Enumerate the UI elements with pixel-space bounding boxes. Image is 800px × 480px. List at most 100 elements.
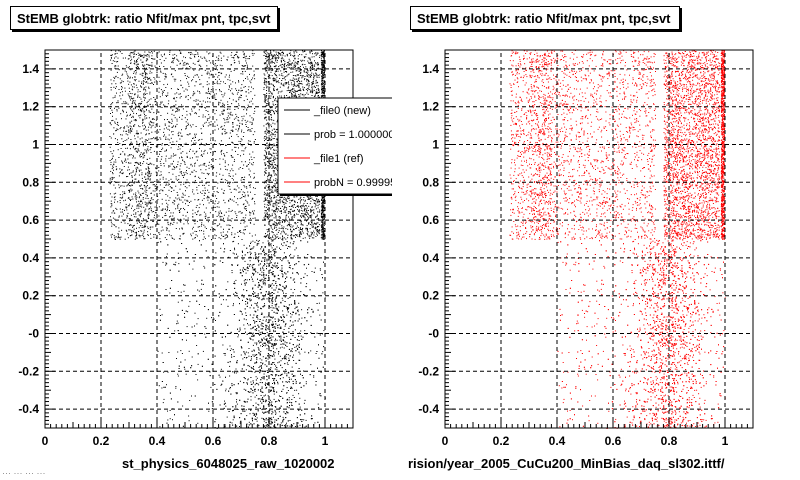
scatter-point: [178, 89, 179, 90]
scatter-point: [309, 196, 311, 198]
scatter-point: [194, 55, 195, 57]
scatter-point: [155, 225, 157, 227]
scatter-point: [280, 233, 282, 235]
scatter-point: [149, 72, 151, 74]
scatter-point: [140, 54, 142, 56]
scatter-point: [245, 121, 247, 123]
scatter-point: [114, 53, 116, 55]
scatter-point: [154, 81, 156, 83]
scatter-point: [144, 209, 146, 211]
scatter-point: [291, 200, 293, 202]
scatter-point: [115, 75, 117, 77]
scatter-point: [286, 54, 288, 56]
scatter-point: [139, 196, 140, 198]
scatter-point: [227, 118, 229, 120]
scatter-point: [271, 209, 273, 211]
scatter-point: [298, 83, 300, 85]
scatter-point: [202, 155, 203, 157]
scatter-point: [267, 103, 269, 104]
scatter-point: [309, 216, 311, 218]
scatter-point: [284, 220, 285, 222]
scatter-point: [177, 133, 179, 135]
scatter-point: [254, 194, 256, 195]
scatter-point: [311, 65, 313, 67]
scatter-point: [272, 138, 274, 140]
scatter-point: [186, 110, 188, 112]
scatter-point: [274, 89, 275, 91]
scatter-point: [121, 169, 122, 171]
scatter-point: [252, 88, 254, 90]
scatter-point: [170, 235, 172, 237]
scatter-point: [132, 147, 134, 149]
scatter-point: [232, 93, 234, 95]
scatter-point: [185, 121, 187, 123]
scatter-point: [172, 109, 174, 111]
scatter-point: [244, 226, 246, 228]
scatter-point: [242, 217, 244, 219]
scatter-point: [228, 224, 230, 226]
scatter-point: [298, 233, 300, 235]
scatter-point: [264, 96, 266, 98]
scatter-point: [195, 151, 197, 153]
scatter-point: [268, 58, 270, 60]
scatter-point: [133, 97, 135, 99]
scatter-point: [165, 194, 167, 195]
scatter-point: [173, 78, 175, 80]
scatter-point: [174, 93, 176, 95]
scatter-point: [273, 150, 275, 151]
scatter-point: [110, 89, 112, 91]
scatter-point: [299, 83, 301, 85]
scatter-point: [263, 182, 265, 184]
scatter-point: [202, 184, 204, 186]
scatter-point: [304, 205, 306, 207]
scatter-point: [280, 208, 282, 209]
scatter-point: [266, 68, 268, 70]
scatter-point: [299, 70, 301, 72]
scatter-point: [150, 203, 152, 205]
scatter-point: [176, 179, 178, 181]
scatter-point: [270, 53, 272, 55]
scatter-point: [264, 197, 266, 199]
scatter-point: [264, 164, 266, 166]
scatter-point: [225, 237, 227, 239]
scatter-point: [229, 97, 231, 99]
scatter-point: [184, 194, 186, 196]
scatter-point: [155, 212, 157, 214]
scatter-point: [114, 121, 116, 123]
scatter-point: [276, 111, 277, 113]
scatter-point: [270, 118, 272, 120]
scatter-point: [285, 202, 287, 204]
scatter-point: [295, 62, 297, 64]
scatter-point: [271, 215, 273, 217]
scatter-point: [226, 224, 228, 226]
scatter-point: [180, 218, 182, 220]
scatter-point: [285, 216, 287, 218]
scatter-point: [151, 62, 153, 64]
scatter-point: [122, 57, 124, 59]
scatter-point: [138, 180, 140, 182]
scatter-point: [251, 198, 253, 200]
scatter-point: [191, 53, 193, 55]
scatter-point: [293, 80, 295, 82]
scatter-point: [175, 185, 177, 187]
scatter-point: [283, 71, 285, 73]
scatter-point: [270, 97, 272, 99]
scatter-point: [190, 67, 192, 69]
scatter-point: [226, 152, 228, 153]
scatter-point: [169, 51, 171, 53]
scatter-point: [284, 210, 286, 212]
scatter-point: [113, 161, 115, 163]
scatter-point: [159, 238, 161, 240]
scatter-point: [302, 51, 304, 53]
scatter-point: [194, 135, 196, 137]
scatter-point: [143, 236, 145, 238]
scatter-point: [276, 223, 278, 225]
scatter-point: [168, 183, 170, 185]
scatter-point: [169, 165, 171, 167]
scatter-point: [195, 54, 197, 55]
scatter-point: [156, 183, 158, 185]
scatter-point: [296, 78, 298, 80]
scatter-point: [135, 104, 136, 105]
scatter-point: [229, 186, 231, 187]
scatter-point: [315, 236, 317, 237]
